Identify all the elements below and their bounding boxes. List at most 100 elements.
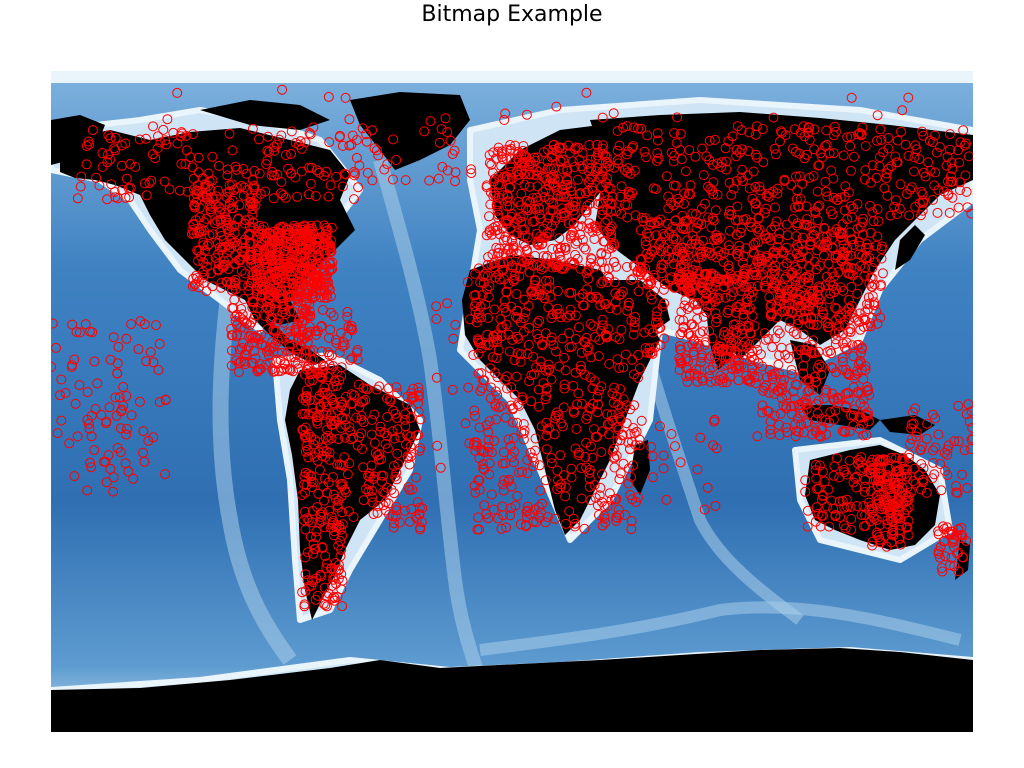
marker-europe: [503, 174, 514, 185]
marker-central-asia: [754, 224, 765, 235]
marker-south-asia: [697, 326, 708, 337]
marker-sub-saharan-africa: [584, 403, 595, 413]
marker-north-africa-middle-east: [597, 276, 608, 287]
marker-sub-saharan-africa: [592, 407, 603, 418]
marker-europe: [554, 233, 565, 244]
marker-north-africa-middle-east: [639, 327, 650, 338]
marker-russia-siberia: [731, 151, 742, 162]
marker-north-africa-middle-east: [478, 278, 489, 289]
marker-hawaii-french-polynesia: [123, 466, 134, 477]
marker-south-america-east: [385, 396, 396, 407]
marker-hawaii-french-polynesia: [105, 354, 116, 365]
marker-north-america-west: [227, 195, 238, 206]
marker-north-america-west: [243, 280, 254, 291]
marker-south-america-west: [311, 532, 322, 543]
marker-east-asia: [872, 318, 883, 329]
marker-east-asia: [786, 306, 797, 317]
marker-north-america-west: [189, 279, 200, 290]
marker-sub-saharan-africa: [515, 356, 526, 367]
marker-new-zealand: [956, 522, 967, 533]
marker-north-africa-middle-east: [522, 349, 533, 360]
marker-central-asia: [668, 252, 679, 263]
marker-central-america: [252, 330, 263, 341]
marker-atlantic-islands: [447, 384, 458, 395]
marker-south-america-east: [400, 409, 411, 420]
marker-sub-saharan-africa: [517, 392, 528, 403]
marker-southeast-asia: [858, 374, 869, 385]
marker-alaska-canada-north: [109, 187, 120, 197]
marker-russia-siberia: [857, 122, 868, 133]
marker-north-america-west: [192, 273, 202, 283]
marker-south-asia: [740, 302, 751, 313]
marker-europe: [594, 172, 605, 183]
marker-europe: [491, 242, 502, 253]
marker-europe: [548, 144, 559, 155]
marker-south-america-east: [414, 391, 424, 402]
marker-central-asia: [654, 239, 665, 250]
marker-south-asia: [705, 299, 716, 310]
marker-central-asia: [723, 240, 734, 251]
marker-north-america-east: [273, 238, 284, 249]
marker-sub-saharan-africa: [593, 510, 604, 520]
marker-southeast-asia: [811, 399, 822, 410]
marker-russia-siberia: [721, 156, 732, 167]
marker-central-asia: [753, 257, 764, 268]
marker-south-asia: [735, 299, 746, 310]
marker-south-asia: [694, 364, 705, 375]
marker-sub-saharan-africa: [582, 410, 593, 421]
marker-sub-saharan-africa: [469, 410, 480, 421]
marker-greenland-iceland: [357, 123, 368, 134]
marker-sub-saharan-africa: [597, 497, 607, 507]
marker-south-america-east: [367, 497, 378, 508]
marker-east-asia: [766, 268, 777, 279]
marker-russia-siberia: [914, 154, 925, 165]
marker-australia-west: [846, 514, 857, 524]
marker-north-africa-middle-east: [512, 305, 523, 316]
marker-hawaii-french-polynesia: [114, 392, 125, 403]
marker-sub-saharan-africa: [535, 485, 546, 496]
marker-east-asia: [792, 318, 803, 329]
marker-pacific-islands-west: [67, 319, 78, 330]
marker-alaska-canada-north: [193, 152, 204, 163]
marker-north-africa-middle-east: [488, 330, 499, 341]
marker-alaska-canada-north: [341, 169, 351, 180]
marker-sub-saharan-africa: [579, 369, 590, 380]
marker-europe: [606, 229, 617, 240]
marker-south-america-west: [300, 586, 311, 597]
marker-indian-ocean-islands: [633, 492, 643, 503]
marker-russia-siberia: [960, 170, 971, 181]
marker-south-america-east: [364, 468, 375, 479]
marker-sub-saharan-africa: [552, 407, 562, 418]
marker-south-america-west: [302, 444, 313, 455]
marker-pacific-islands-west: [115, 447, 126, 458]
marker-caribbean: [297, 316, 307, 327]
marker-australia-east: [875, 537, 886, 548]
marker-south-america-west: [306, 432, 316, 443]
marker-southeast-asia: [800, 345, 810, 355]
marker-north-africa-middle-east: [508, 275, 519, 286]
marker-east-asia: [808, 319, 819, 330]
marker-east-asia: [797, 232, 808, 243]
marker-central-asia: [636, 254, 647, 265]
marker-east-asia: [765, 235, 776, 246]
marker-central-asia: [668, 259, 679, 269]
marker-alaska-canada-north: [249, 165, 260, 176]
marker-south-america-east: [340, 420, 351, 431]
marker-atlantic-islands: [469, 437, 480, 448]
marker-north-america-east: [264, 271, 275, 282]
marker-sub-saharan-africa: [621, 418, 632, 429]
marker-alaska-canada-north: [337, 140, 348, 151]
marker-russia-siberia: [820, 141, 831, 152]
marker-east-asia: [860, 252, 871, 263]
marker-caribbean: [325, 324, 336, 335]
marker-russia-siberia: [804, 122, 814, 133]
marker-south-america-east: [368, 474, 379, 485]
marker-hawaii-french-polynesia: [126, 410, 137, 421]
marker-australia-east: [878, 474, 889, 485]
marker-new-zealand: [952, 548, 963, 559]
marker-south-asia: [684, 368, 695, 379]
marker-indian-ocean-islands: [675, 457, 686, 468]
marker-north-america-east: [262, 261, 272, 272]
marker-russia-siberia: [917, 126, 928, 137]
marker-sub-saharan-africa: [627, 354, 638, 365]
